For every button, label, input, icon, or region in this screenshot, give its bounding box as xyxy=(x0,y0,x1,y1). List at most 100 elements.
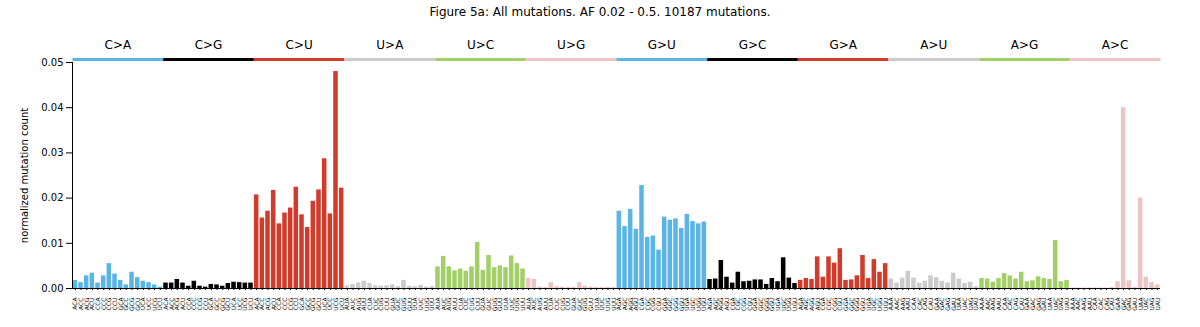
svg-text:GUA: GUA xyxy=(388,297,396,311)
svg-text:CUU: CUU xyxy=(382,297,390,311)
svg-text:UCG: UCG xyxy=(150,297,158,311)
svg-text:UUC: UUC xyxy=(507,297,515,311)
svg-text:UCG: UCG xyxy=(241,297,249,311)
svg-text:U>G: U>G xyxy=(557,38,585,52)
svg-text:GCC: GCC xyxy=(303,297,311,311)
svg-text:AUG: AUG xyxy=(354,297,362,311)
svg-text:A>U: A>U xyxy=(920,38,947,52)
svg-text:G>C: G>C xyxy=(739,38,767,52)
svg-text:ACC: ACC xyxy=(167,297,175,310)
svg-text:CCU: CCU xyxy=(110,297,118,311)
svg-text:UUG: UUG xyxy=(513,297,521,311)
svg-text:ACU: ACU xyxy=(88,297,96,311)
svg-text:UCU: UCU xyxy=(337,297,345,311)
svg-text:GCG: GCG xyxy=(127,297,135,311)
svg-text:G>U: G>U xyxy=(648,38,676,52)
svg-text:CCG: CCG xyxy=(195,297,203,311)
svg-text:CCA: CCA xyxy=(184,297,192,310)
svg-text:UCA: UCA xyxy=(229,297,237,311)
svg-text:GCA: GCA xyxy=(297,297,305,311)
svg-text:GCG: GCG xyxy=(309,297,317,311)
svg-text:CUA: CUA xyxy=(456,297,464,311)
svg-text:AUA: AUA xyxy=(343,297,351,311)
svg-text:ACG: ACG xyxy=(82,297,90,311)
svg-text:AUC: AUC xyxy=(348,297,356,311)
svg-text:ACG: ACG xyxy=(263,297,271,311)
svg-text:GUU: GUU xyxy=(496,297,504,311)
svg-text:CCC: CCC xyxy=(99,297,107,311)
svg-text:C>G: C>G xyxy=(195,38,223,52)
svg-text:ACC: ACC xyxy=(258,297,266,310)
svg-text:UAU: UAU xyxy=(1154,298,1161,311)
svg-text:CUC: CUC xyxy=(371,297,379,311)
svg-text:CUG: CUG xyxy=(377,297,385,311)
svg-text:UCU: UCU xyxy=(156,297,164,311)
svg-text:GUU: GUU xyxy=(405,297,413,311)
svg-text:AUG: AUG xyxy=(445,297,453,311)
svg-text:AUU: AUU xyxy=(450,297,458,311)
svg-text:UCA: UCA xyxy=(139,297,147,311)
svg-text:UUG: UUG xyxy=(422,297,430,311)
svg-text:A>G: A>G xyxy=(1011,38,1039,52)
html-text:Figure 5a: All mutations. AF 0: Figure 5a: All mutations. AF 0.02 - 0.5.… xyxy=(429,5,771,19)
svg-text:GCA: GCA xyxy=(207,297,215,311)
svg-text:CCU: CCU xyxy=(201,297,209,311)
svg-text:0.04: 0.04 xyxy=(41,102,63,113)
svg-text:GCA: GCA xyxy=(116,297,124,311)
svg-text:ACA: ACA xyxy=(161,297,169,310)
svg-text:UUA: UUA xyxy=(411,297,419,311)
svg-text:GCU: GCU xyxy=(314,297,322,311)
svg-text:UUU: UUU xyxy=(428,297,436,311)
svg-text:A>C: A>C xyxy=(1102,38,1129,52)
svg-text:0.03: 0.03 xyxy=(41,147,63,158)
svg-text:CCC: CCC xyxy=(190,297,198,311)
svg-text:ACU: ACU xyxy=(269,297,277,311)
svg-text:G>A: G>A xyxy=(829,38,857,52)
svg-text:AUA: AUA xyxy=(433,297,441,311)
svg-text:CCG: CCG xyxy=(286,297,294,311)
svg-text:CUG: CUG xyxy=(467,297,475,311)
svg-text:UUA: UUA xyxy=(501,297,509,311)
svg-text:CCA: CCA xyxy=(275,297,283,310)
svg-text:0.00: 0.00 xyxy=(41,283,63,294)
svg-text:0.05: 0.05 xyxy=(41,57,63,68)
svg-text:normalized mutation count: normalized mutation count xyxy=(19,108,30,243)
svg-text:ACA: ACA xyxy=(252,297,260,310)
svg-text:GCC: GCC xyxy=(212,297,220,311)
svg-text:0.02: 0.02 xyxy=(41,192,63,203)
svg-text:C>A: C>A xyxy=(105,38,132,52)
svg-text:GCU: GCU xyxy=(133,297,141,311)
svg-text:CCU: CCU xyxy=(292,297,300,311)
svg-text:UCC: UCC xyxy=(235,297,243,311)
svg-text:ACG: ACG xyxy=(173,297,181,311)
svg-text:0.01: 0.01 xyxy=(41,238,63,249)
svg-text:AUU: AUU xyxy=(360,297,368,311)
svg-text:GUG: GUG xyxy=(490,297,498,312)
svg-text:UCC: UCC xyxy=(326,297,334,311)
svg-text:CCA: CCA xyxy=(93,297,101,310)
svg-text:AUC: AUC xyxy=(439,297,447,311)
svg-text:GUA: GUA xyxy=(479,297,487,311)
svg-text:CUU: CUU xyxy=(473,297,481,311)
svg-text:CUC: CUC xyxy=(462,297,470,311)
svg-text:CUA: CUA xyxy=(365,297,373,311)
svg-text:UCC: UCC xyxy=(144,297,152,311)
svg-text:CCG: CCG xyxy=(105,297,113,311)
svg-text:U>A: U>A xyxy=(376,38,404,52)
svg-text:UCA: UCA xyxy=(320,297,328,311)
svg-text:ACU: ACU xyxy=(178,297,186,311)
svg-text:CCC: CCC xyxy=(280,297,288,311)
svg-text:GUC: GUC xyxy=(394,297,402,311)
svg-text:GUG: GUG xyxy=(399,297,407,312)
svg-text:ACA: ACA xyxy=(71,297,79,310)
svg-text:GCU: GCU xyxy=(224,297,232,311)
svg-text:C>U: C>U xyxy=(286,38,313,52)
svg-text:UUC: UUC xyxy=(416,297,424,311)
svg-text:UCG: UCG xyxy=(331,297,339,311)
svg-text:U>C: U>C xyxy=(467,38,494,52)
svg-text:UCU: UCU xyxy=(246,297,254,311)
svg-text:GCC: GCC xyxy=(122,297,130,311)
svg-text:GCG: GCG xyxy=(218,297,226,311)
svg-text:ACC: ACC xyxy=(76,297,84,310)
svg-text:GUC: GUC xyxy=(484,297,492,311)
